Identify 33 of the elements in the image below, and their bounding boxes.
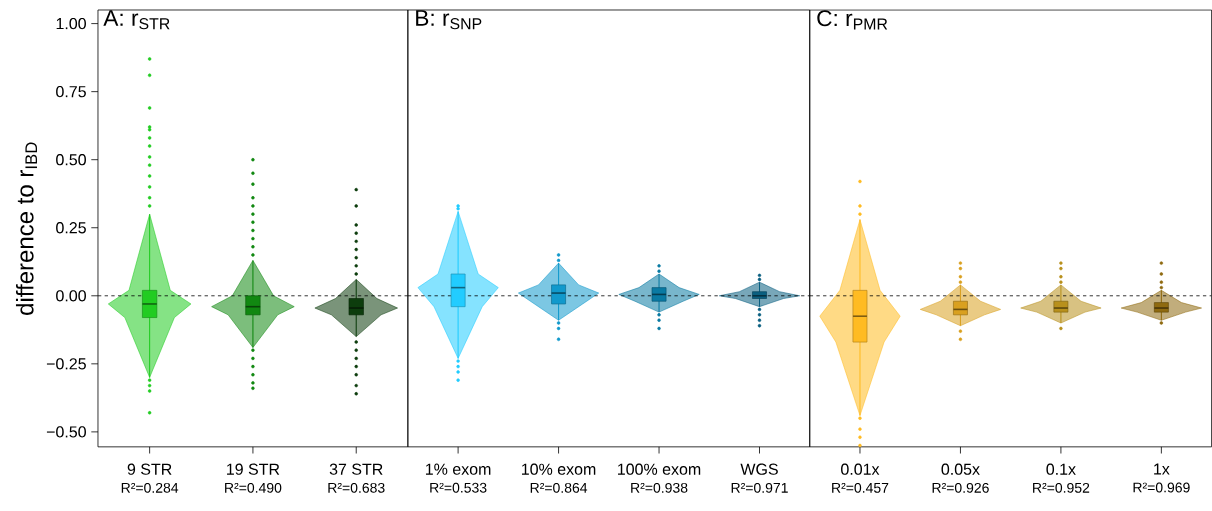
text: R²=0.284 [121, 482, 179, 493]
text: R²=0.864 [530, 482, 588, 493]
y-tick-label: 0.50 [56, 154, 86, 166]
text: R²=0.457 [832, 482, 889, 493]
y-tick-label: 0.00 [56, 290, 86, 302]
x-tick-label: 0.01x [841, 463, 880, 475]
text: R²=0.952 [1033, 482, 1090, 493]
x-tick-label: 0.05x [941, 463, 980, 475]
chart-title: B: r$_{SNP}$ [416, 10, 482, 30]
y-tick-label: 0.75 [56, 86, 86, 98]
text: R²=0.938 [631, 482, 688, 493]
text: R²=0.971 [731, 482, 788, 493]
x-tick-label: 1x [1154, 463, 1170, 475]
x-tick-label: 0.1x [1046, 463, 1076, 475]
x-tick-label: WGS [740, 463, 778, 475]
y-tick-label: −0.25 [46, 358, 86, 370]
x-tick-label: 10% exom [522, 463, 596, 475]
text: R²=0.683 [328, 482, 385, 493]
x-tick-label: 1% exom [425, 463, 491, 475]
y-tick-label: −0.50 [46, 426, 86, 438]
text: R²=0.490 [225, 482, 282, 493]
text: R²=0.969 [1133, 482, 1190, 493]
y-tick-label: 0.25 [56, 222, 86, 234]
x-tick-label: 19 STR [227, 463, 280, 475]
x-tick-label: 9 STR [127, 463, 172, 475]
y-axis-title: difference to r$_{IBD}$ [15, 142, 37, 315]
x-tick-label: 100% exom [618, 463, 701, 475]
text: R²=0.533 [430, 482, 487, 493]
chart-title: C: r$_{PMR}$ [817, 10, 888, 30]
chart-title: A: r$_{STR}$ [103, 10, 170, 30]
x-tick-label: 37 STR [329, 463, 383, 475]
text: R²=0.926 [932, 482, 989, 493]
y-tick-label: 1.00 [56, 18, 86, 30]
